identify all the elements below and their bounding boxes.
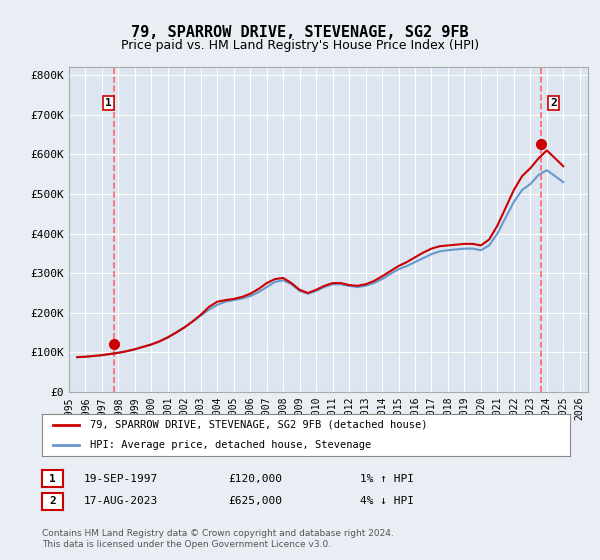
Text: 4% ↓ HPI: 4% ↓ HPI <box>360 496 414 506</box>
Text: 79, SPARROW DRIVE, STEVENAGE, SG2 9FB: 79, SPARROW DRIVE, STEVENAGE, SG2 9FB <box>131 25 469 40</box>
Text: Contains HM Land Registry data © Crown copyright and database right 2024.
This d: Contains HM Land Registry data © Crown c… <box>42 529 394 549</box>
Text: £625,000: £625,000 <box>228 496 282 506</box>
Text: HPI: Average price, detached house, Stevenage: HPI: Average price, detached house, Stev… <box>89 440 371 450</box>
Text: 1: 1 <box>106 98 112 108</box>
Text: 1: 1 <box>49 474 56 484</box>
Text: 79, SPARROW DRIVE, STEVENAGE, SG2 9FB (detached house): 79, SPARROW DRIVE, STEVENAGE, SG2 9FB (d… <box>89 420 427 430</box>
Text: 2: 2 <box>49 496 56 506</box>
Text: 17-AUG-2023: 17-AUG-2023 <box>84 496 158 506</box>
Text: Price paid vs. HM Land Registry's House Price Index (HPI): Price paid vs. HM Land Registry's House … <box>121 39 479 52</box>
Text: 2: 2 <box>551 98 557 108</box>
Text: 1% ↑ HPI: 1% ↑ HPI <box>360 474 414 484</box>
Text: £120,000: £120,000 <box>228 474 282 484</box>
Text: 19-SEP-1997: 19-SEP-1997 <box>84 474 158 484</box>
